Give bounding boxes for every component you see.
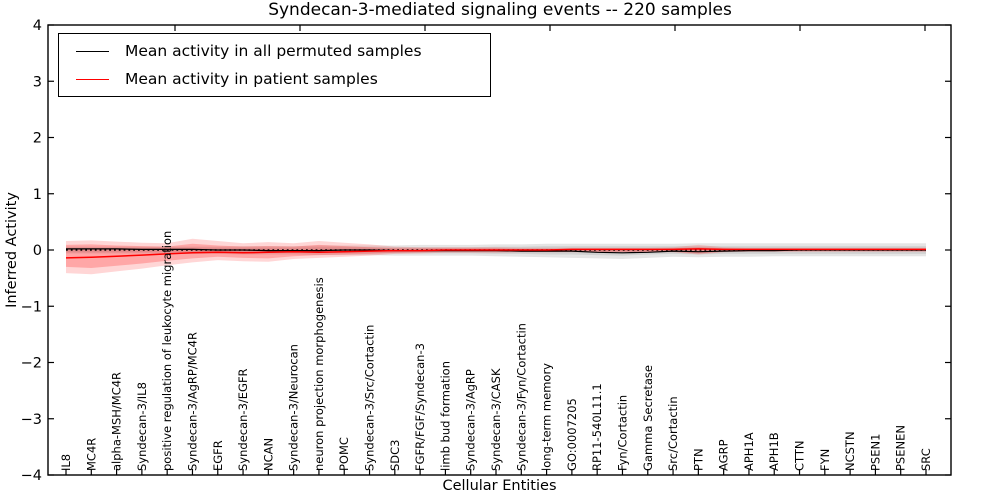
x-tick-label: neuron projection morphogenesis: [312, 277, 326, 471]
x-tick-label: Syndecan-3/AgRP: [464, 369, 478, 471]
x-tick-label: long-term memory: [540, 363, 554, 471]
x-axis-label: Cellular Entities: [442, 478, 557, 494]
x-tick-label: Syndecan-3/CASK: [489, 368, 503, 471]
x-tick-label: PSEN1: [868, 434, 882, 471]
y-tick-label: 1: [33, 187, 42, 203]
x-tick-label: RP11-540L11.1: [590, 383, 604, 471]
y-tick-label: 3: [33, 74, 42, 90]
y-tick-label: −4: [21, 468, 42, 484]
x-tick-label: Syndecan-3/AgRP/MC4R: [185, 332, 199, 471]
x-tick-label: Syndecan-3/EGFR: [236, 368, 250, 471]
x-tick-label: Syndecan-3/IL8: [135, 382, 149, 471]
y-tick-label: −1: [21, 299, 42, 315]
x-tick-label: FGFR/FGF/Syndecan-3: [413, 343, 427, 471]
permuted-line-swatch: [76, 50, 109, 52]
x-tick-label: AGRP: [717, 439, 731, 471]
y-tick-label: 0: [33, 243, 42, 259]
x-tick-label: PTN: [691, 448, 705, 471]
x-tick-label: MC4R: [84, 438, 98, 471]
y-tick-label: 2: [33, 131, 42, 147]
legend-item-patient: Mean activity in patient samples: [59, 65, 490, 93]
x-tick-label: APH1A: [742, 432, 756, 471]
x-tick-label: POMC: [337, 437, 351, 471]
legend-label-permuted: Mean activity in all permuted samples: [125, 42, 422, 60]
chart-title: Syndecan-3-mediated signaling events -- …: [268, 0, 732, 20]
x-tick-label: Src/Cortactin: [666, 396, 680, 471]
x-tick-label: PSENEN: [894, 425, 908, 471]
x-tick-label: limb bud formation: [438, 361, 452, 471]
x-tick-label: SRC: [919, 448, 933, 471]
x-tick-label: IL8: [59, 454, 73, 471]
x-tick-label: FYN: [818, 449, 832, 471]
x-tick-label: Gamma Secretase: [641, 365, 655, 471]
x-tick-label: Syndecan-3/Fyn/Cortactin: [514, 323, 528, 471]
legend-label-patient: Mean activity in patient samples: [125, 70, 378, 88]
y-tick-label: −3: [21, 412, 42, 428]
x-tick-label: Syndecan-3/Src/Cortactin: [363, 325, 377, 471]
x-tick-label: APH1B: [767, 432, 781, 471]
patient-mean-line: [65, 248, 926, 259]
y-tick-label: 4: [33, 18, 42, 34]
legend: Mean activity in all permuted samples Me…: [58, 33, 491, 97]
y-tick-label: −2: [21, 356, 42, 372]
patient-line-swatch: [76, 78, 109, 80]
legend-item-permuted: Mean activity in all permuted samples: [59, 37, 490, 65]
x-tick-label: SDC3: [388, 439, 402, 471]
x-tick-label: alpha-MSH/MC4R: [110, 372, 124, 471]
patient-activity-range-band: [66, 238, 926, 275]
y-axis-label: Inferred Activity: [4, 192, 20, 308]
x-tick-label: GO:0007205: [565, 398, 579, 471]
x-tick-label: positive regulation of leukocyte migrati…: [160, 231, 174, 471]
x-tick-label: EGFR: [211, 440, 225, 471]
x-tick-label: NCAN: [261, 438, 275, 471]
x-tick-label: Syndecan-3/Neurocan: [287, 344, 301, 471]
x-tick-label: NCSTN: [843, 431, 857, 471]
x-tick-label: CTTN: [793, 441, 807, 471]
x-tick-label: Fyn/Cortactin: [615, 395, 629, 471]
